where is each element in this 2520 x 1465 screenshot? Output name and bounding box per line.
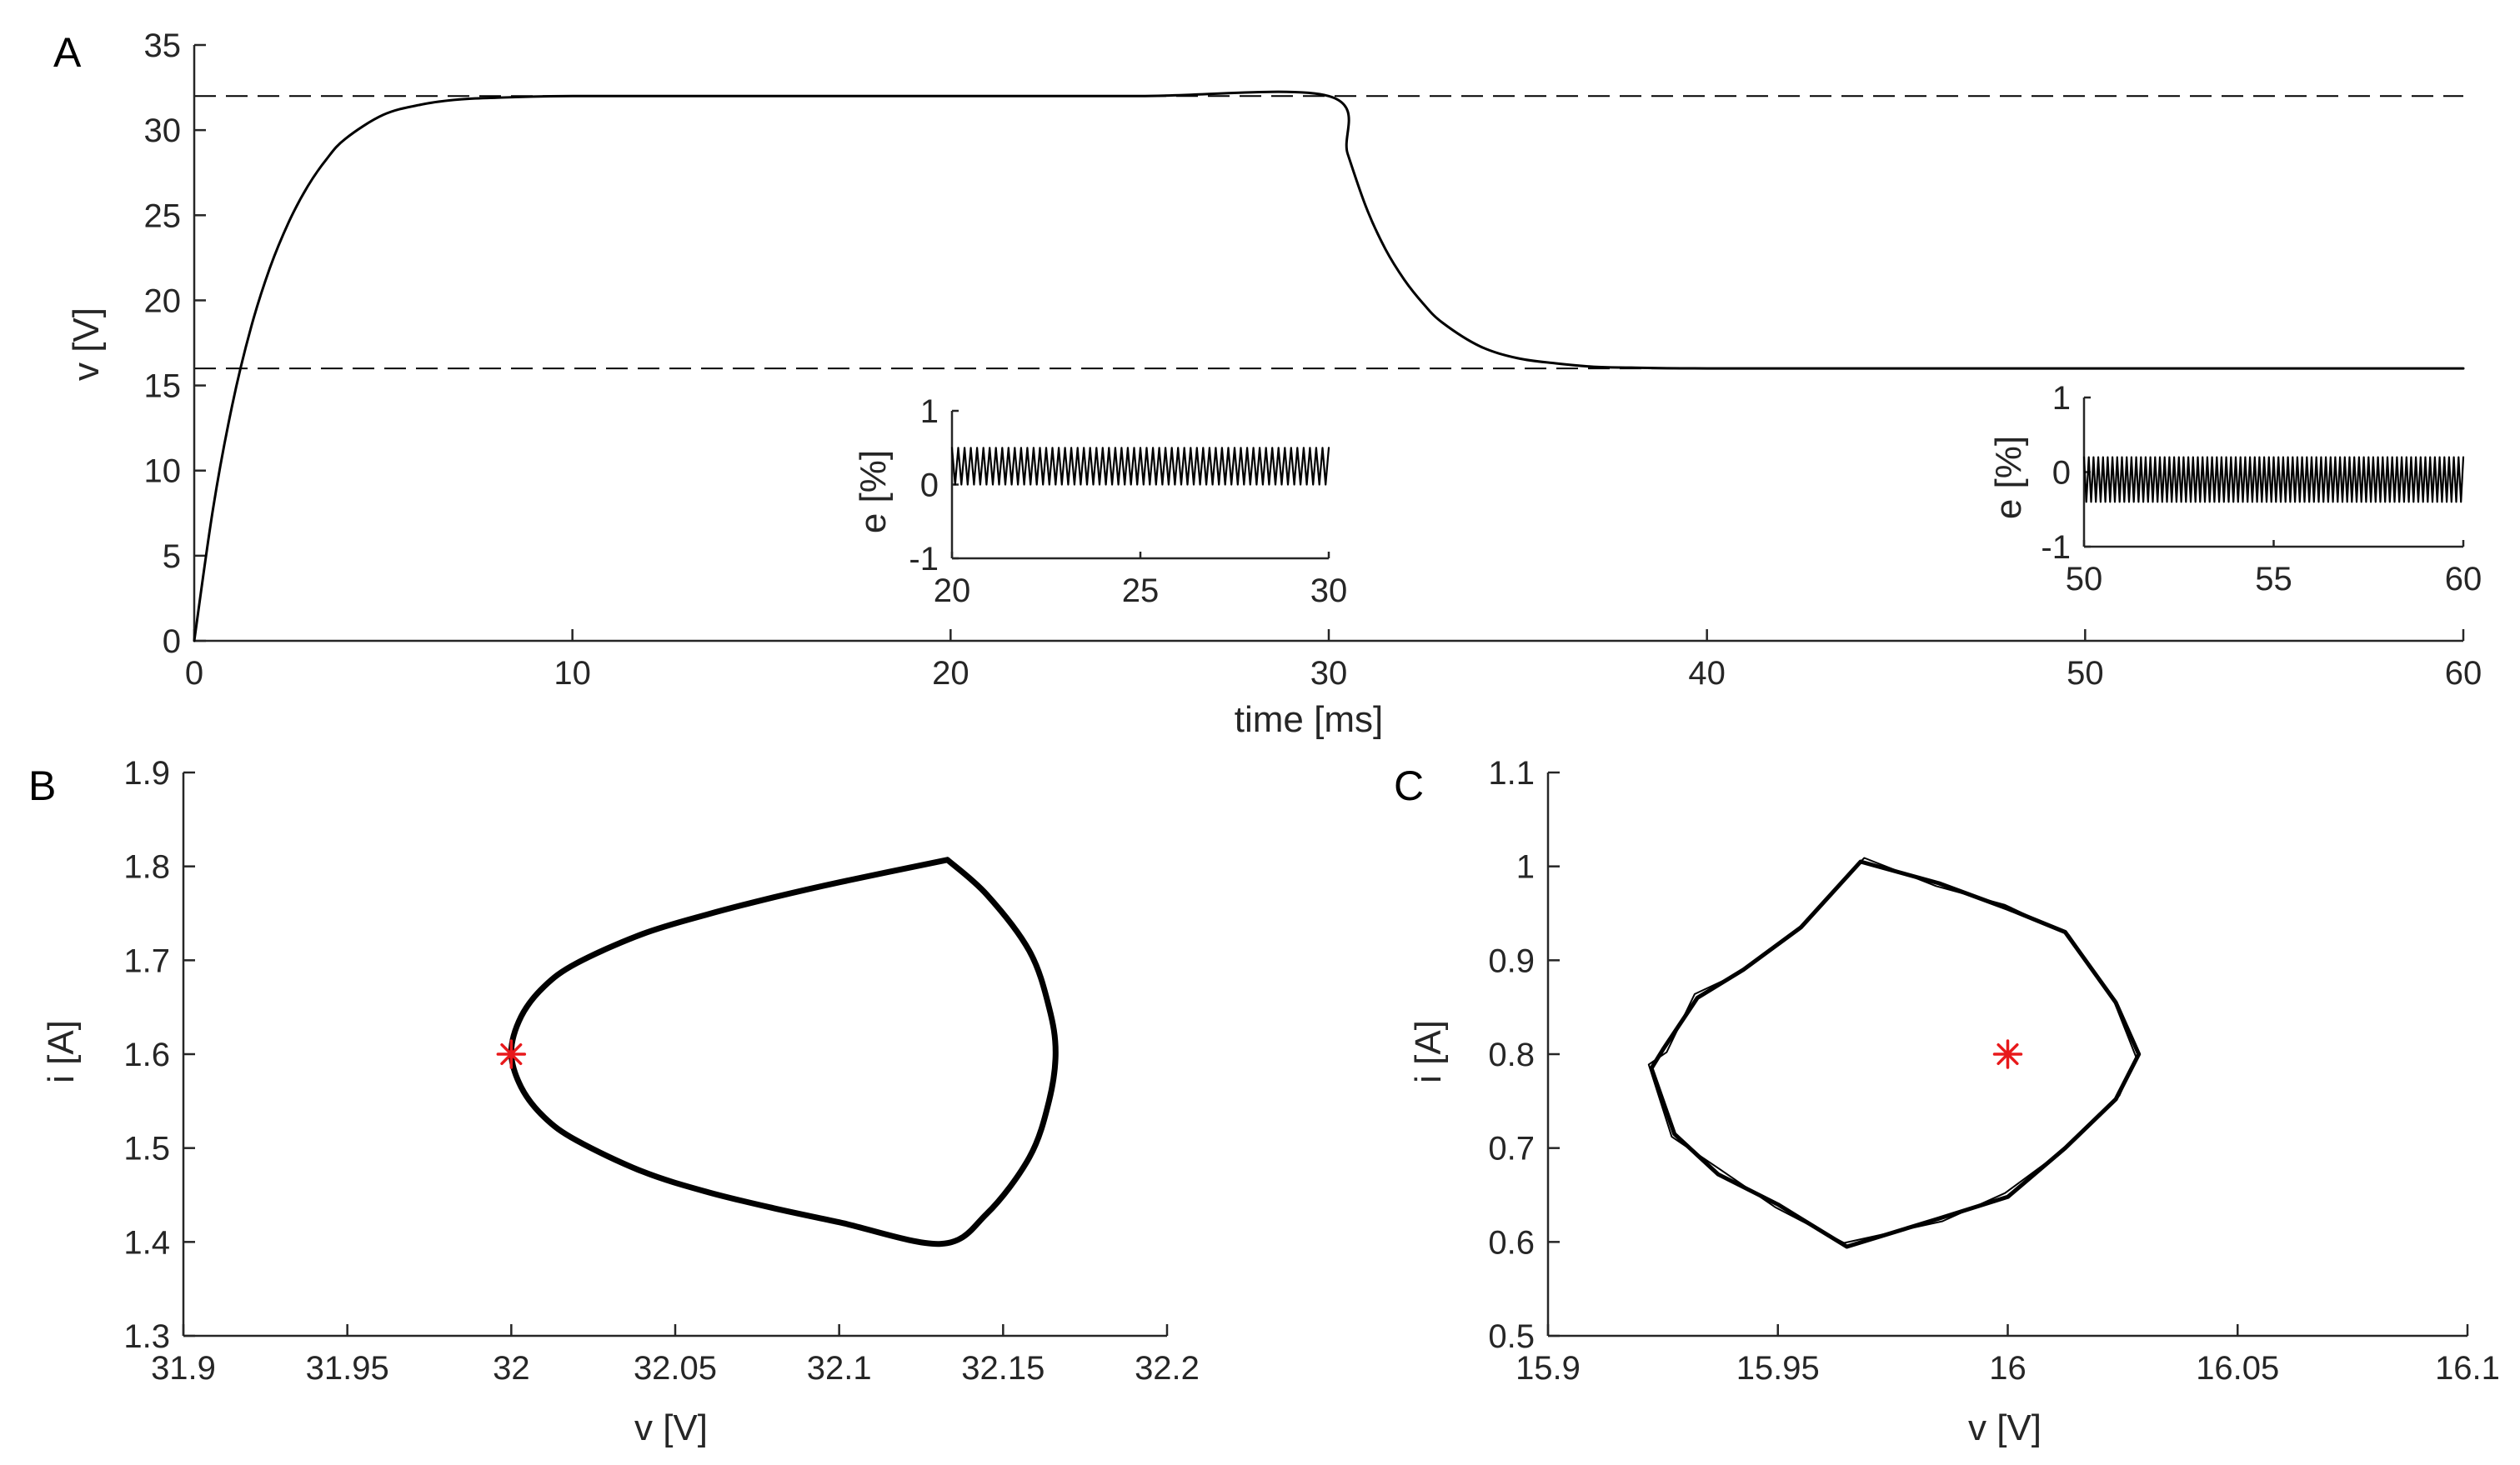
voltage-trace [193,90,2465,642]
panel-a-x-tick-label: 0 [185,655,203,692]
panel-c-y-tick-label: 1.1 [1488,755,1535,792]
panel-b-x-axis-title: v [V] [634,1408,708,1448]
panel-a-y-tick-label: 10 [144,453,182,490]
panel-c-y-tick-label: 0.8 [1488,1037,1535,1073]
panel-a-y-tick-label: 0 [163,623,181,660]
panel-c-label: C [1394,762,1424,809]
inset-1-y-tick-label: 1 [920,393,939,430]
panel-b-limit-cycle [508,857,1059,1248]
panel-b-x-tick-label: 31.9 [151,1350,216,1387]
panel-a-y-tick-label: 30 [144,112,182,149]
panel-b-y-tick-label: 1.5 [123,1131,170,1168]
inset-1-x-tick-label: 30 [1310,572,1348,609]
panel-b-y-tick-label: 1.4 [123,1224,170,1261]
panel-a-x-tick-label: 10 [554,655,591,692]
panel-b-y-tick-label: 1.6 [123,1037,170,1073]
panel-c-y-tick-label: 0.5 [1488,1318,1535,1355]
panel-c-phase-trace [1647,857,2142,1249]
panel-b-x-tick-label: 32 [493,1350,530,1387]
panel-c-x-tick-label: 16.1 [2435,1350,2500,1387]
panel-a-y-tick-label: 5 [163,538,181,575]
panel-a-x-tick-label: 40 [1688,655,1726,692]
panel-a-y-tick-label: 25 [144,198,182,234]
inset-1-y-tick-label: 0 [920,468,939,504]
panel-a-y-axis-title: v [V] [66,308,107,381]
panel-b-x-tick-label: 32.1 [807,1350,872,1387]
inset-1-ticks: 20 25 30 -1 0 1 [909,393,1347,609]
panel-a-x-axis-title: time [ms] [1235,699,1383,740]
panel-a-x-tick-label: 50 [2067,655,2104,692]
panel-c-y-tick-label: 0.9 [1488,942,1535,979]
panel-b-x-tick-label: 31.95 [306,1350,389,1387]
inset-1-oscillation-line [950,447,1330,486]
panel-b-y-tick-label: 1.3 [123,1318,170,1355]
panel-b-y-tick-label: 1.9 [123,755,170,792]
voltage-series-line [193,90,2465,642]
panel-b-chart: B 31.9 31.95 32 32.05 32.1 32.15 32.2 1.3 1.4 1.5… [28,755,1200,1448]
inset-1-chart: 20 25 30 -1 0 1 e [%] [853,393,1347,609]
panel-c-y-axis-title: i [A] [1408,1020,1449,1083]
panel-a-y-tick-label: 35 [144,28,182,64]
inset-2-y-axis-title: e [%] [1988,436,2029,519]
inset-2-x-tick-label: 60 [2445,561,2482,598]
panel-a-x-tick-label: 20 [932,655,969,692]
panel-a-x-tick-label: 30 [1310,655,1348,692]
panel-c-limit-cycle-overlap [1647,857,2137,1244]
panel-c-x-tick-label: 15.95 [1736,1350,1820,1387]
panel-b-phase-trace [508,857,1059,1248]
panel-a-x-tick-label: 60 [2445,655,2482,692]
panel-c-x-tick-label: 16.05 [2196,1350,2279,1387]
inset-2-error-trace [2082,456,2465,503]
panel-b-equilibrium-marker [496,1039,527,1069]
panel-c-chart: C 15.9 15.95 16 16.05 16.1 0.5 0.6 0.7 0.8 0.9 1 1.… [1394,755,2500,1448]
panel-c-x-tick-label: 16 [1989,1350,2027,1387]
panel-b-y-tick-label: 1.8 [123,849,170,886]
inset-1-x-tick-label: 25 [1122,572,1160,609]
panel-b-x-tick-label: 32.2 [1135,1350,1200,1387]
panel-b-y-axis-title: i [A] [41,1020,82,1083]
inset-1-x-tick-label: 20 [934,572,971,609]
inset-2-oscillation-line [2082,456,2465,503]
panel-b-x-tick-label: 32.15 [961,1350,1045,1387]
panel-b-ticks: 31.9 31.95 32 32.05 32.1 32.15 32.2 1.3 1.4 1.5 1.… [123,755,1200,1387]
panel-a-label: A [53,29,82,76]
panel-c-y-tick-label: 0.7 [1488,1131,1535,1168]
panel-b-y-tick-label: 1.7 [123,942,170,979]
inset-2-y-tick-label: 1 [2052,380,2071,417]
panel-c-y-tick-label: 1 [1516,849,1535,886]
inset-1-error-trace [950,447,1330,486]
inset-2-chart: 50 55 60 -1 0 1 e [%] [1988,380,2491,598]
panel-c-x-tick-label: 15.9 [1516,1350,1581,1387]
panel-c-ticks: 15.9 15.95 16 16.05 16.1 0.5 0.6 0.7 0.8 0.9 1 1.1 [1488,755,2500,1387]
inset-1-y-tick-label: -1 [909,541,939,578]
inset-2-x-tick-label: 55 [2255,561,2292,598]
inset-1-y-axis-title: e [%] [853,450,894,533]
panel-b-label: B [28,762,56,809]
panel-c-x-axis-title: v [V] [1968,1408,2042,1448]
inset-2-y-tick-label: 0 [2052,455,2071,492]
panel-b-x-tick-label: 32.05 [634,1350,717,1387]
panel-c-equilibrium-marker [1992,1039,2023,1069]
panel-c-asterisk-marker [1992,1039,2023,1069]
panel-c-y-tick-label: 0.6 [1488,1224,1535,1261]
inset-2-y-tick-label: -1 [2041,529,2071,566]
panel-a-y-tick-label: 20 [144,282,182,319]
inset-2-x-tick-label: 50 [2066,561,2103,598]
panel-a-y-tick-label: 15 [144,368,182,405]
panel-b-asterisk-marker [496,1039,527,1069]
